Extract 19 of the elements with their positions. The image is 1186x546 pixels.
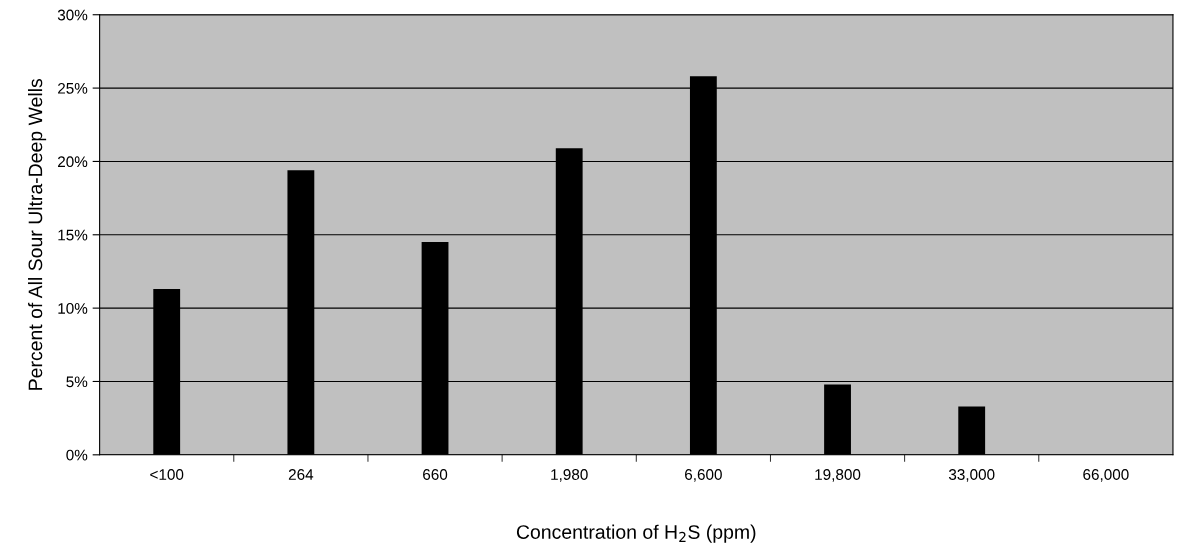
y-axis-title: Percent of All Sour Ultra-Deep Wells <box>28 78 47 390</box>
y-tick-label: 5% <box>66 376 88 388</box>
x-axis-title: Concentration of H$_{2}$S (ppm) <box>516 524 756 543</box>
y-tick-label: 25% <box>58 82 88 94</box>
x-tick-label: 6,600 <box>685 469 722 482</box>
bar <box>824 384 851 455</box>
x-tick-label: 33,000 <box>948 469 995 482</box>
x-tick-label: 19,800 <box>815 469 861 482</box>
x-tick-label: 66,000 <box>1083 469 1129 482</box>
y-tick-label: 15% <box>58 229 88 241</box>
y-tick-label: 20% <box>58 156 88 168</box>
x-tick-label: 660 <box>423 469 448 480</box>
x-tick-label: <100 <box>150 469 184 480</box>
y-tick-label: 0% <box>66 449 88 461</box>
x-tick-label: 264 <box>288 469 314 480</box>
y-tick-label: 10% <box>58 302 88 314</box>
x-tick-label: 1,980 <box>551 469 588 482</box>
bar <box>958 406 986 455</box>
y-tick-label: 30% <box>57 9 88 21</box>
